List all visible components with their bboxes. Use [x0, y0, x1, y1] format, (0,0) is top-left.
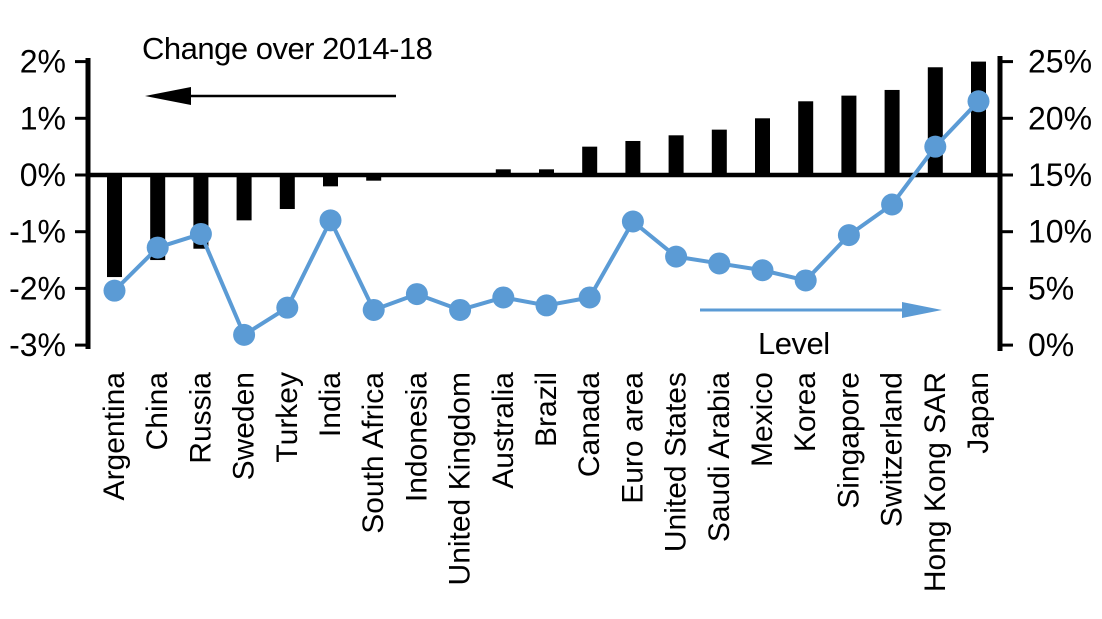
- x-axis-label-india: India: [314, 372, 347, 437]
- level-point-turkey: [276, 296, 299, 319]
- left-axis-tick-label: -1%: [9, 214, 66, 250]
- level-point-argentina: [103, 279, 126, 302]
- bar-brazil: [539, 169, 554, 175]
- x-axis-label-singapore: Singapore: [832, 372, 865, 509]
- x-axis-label-euro-area: Euro area: [616, 372, 649, 504]
- x-axis-label-sweden: Sweden: [228, 372, 261, 480]
- level-point-korea: [794, 269, 817, 292]
- x-axis-label-korea: Korea: [789, 372, 822, 452]
- level-point-australia: [492, 286, 515, 309]
- bar-singapore: [841, 95, 857, 175]
- bar-mexico: [755, 118, 770, 175]
- x-axis-label-saudi-arabia: Saudi Arabia: [703, 372, 736, 542]
- level-point-euro-area: [621, 210, 644, 233]
- bar-south-africa: [366, 175, 382, 181]
- level-point-sweden: [233, 323, 256, 346]
- right-axis-tick-label: 5%: [1028, 270, 1074, 306]
- annotation-change-over-2014-18: Change over 2014-18: [142, 31, 433, 66]
- x-axis-label-canada: Canada: [573, 372, 606, 477]
- level-point-united-states: [665, 245, 688, 268]
- x-axis-label-australia: Australia: [487, 372, 520, 489]
- left-axis-tick-label: 1%: [20, 100, 66, 136]
- bar-euro-area: [625, 140, 641, 175]
- level-point-singapore: [837, 224, 860, 247]
- x-axis-label-hong-kong-sar: Hong Kong SAR: [919, 372, 952, 592]
- x-axis-label-argentina: Argentina: [98, 372, 131, 501]
- x-axis-label-switzerland: Switzerland: [876, 372, 909, 527]
- right-axis-tick-label: 15%: [1028, 157, 1092, 193]
- annotation-level: Level: [758, 326, 830, 361]
- x-axis-label-russia: Russia: [184, 372, 217, 464]
- level-point-brazil: [535, 294, 558, 317]
- level-arrowhead-icon: [902, 302, 942, 318]
- bar-saudi-arabia: [711, 129, 727, 175]
- level-point-south-africa: [362, 298, 385, 321]
- level-point-japan: [967, 90, 990, 113]
- left-axis-tick-label: -2%: [9, 270, 66, 306]
- x-axis-label-south-africa: South Africa: [357, 372, 390, 534]
- bar-argentina: [107, 175, 122, 278]
- right-axis-tick-label: 25%: [1028, 44, 1092, 80]
- bar-hong-kong-sar: [927, 67, 943, 175]
- bar-india: [323, 175, 338, 187]
- left-axis-tick-label: 2%: [20, 44, 66, 80]
- level-point-switzerland: [881, 193, 904, 216]
- bar-canada: [582, 146, 598, 175]
- x-axis-label-indonesia: Indonesia: [400, 372, 433, 502]
- level-point-china: [146, 236, 169, 259]
- bar-sweden: [236, 175, 252, 221]
- level-point-united-kingdom: [449, 298, 472, 321]
- level-point-india: [319, 209, 342, 232]
- right-axis-tick-label: 10%: [1028, 214, 1092, 250]
- bar-united-states: [668, 135, 684, 175]
- x-axis-label-united-kingdom: United Kingdom: [444, 372, 477, 585]
- left-axis-tick-label: -3%: [9, 327, 66, 363]
- level-point-mexico: [751, 259, 774, 282]
- bar-turkey: [279, 175, 295, 210]
- right-axis-tick-label: 20%: [1028, 100, 1092, 136]
- x-axis-label-brazil: Brazil: [530, 372, 563, 447]
- change-arrowhead-icon: [145, 87, 191, 105]
- level-point-indonesia: [405, 283, 428, 306]
- x-axis-label-united-states: United States: [660, 372, 693, 552]
- level-point-hong-kong-sar: [924, 135, 947, 158]
- x-axis-label-japan: Japan: [962, 372, 995, 454]
- bar-australia: [495, 169, 511, 175]
- x-axis-label-turkey: Turkey: [271, 372, 304, 463]
- level-point-russia: [189, 222, 212, 245]
- bar-switzerland: [884, 89, 900, 175]
- right-axis-tick-label: 0%: [1028, 327, 1074, 363]
- x-axis-label-mexico: Mexico: [746, 372, 779, 467]
- level-point-saudi-arabia: [708, 252, 731, 275]
- left-axis-tick-label: 0%: [20, 157, 66, 193]
- x-axis-label-china: China: [141, 372, 174, 451]
- level-point-canada: [578, 286, 601, 309]
- bar-korea: [798, 101, 814, 175]
- bar-japan: [971, 61, 986, 175]
